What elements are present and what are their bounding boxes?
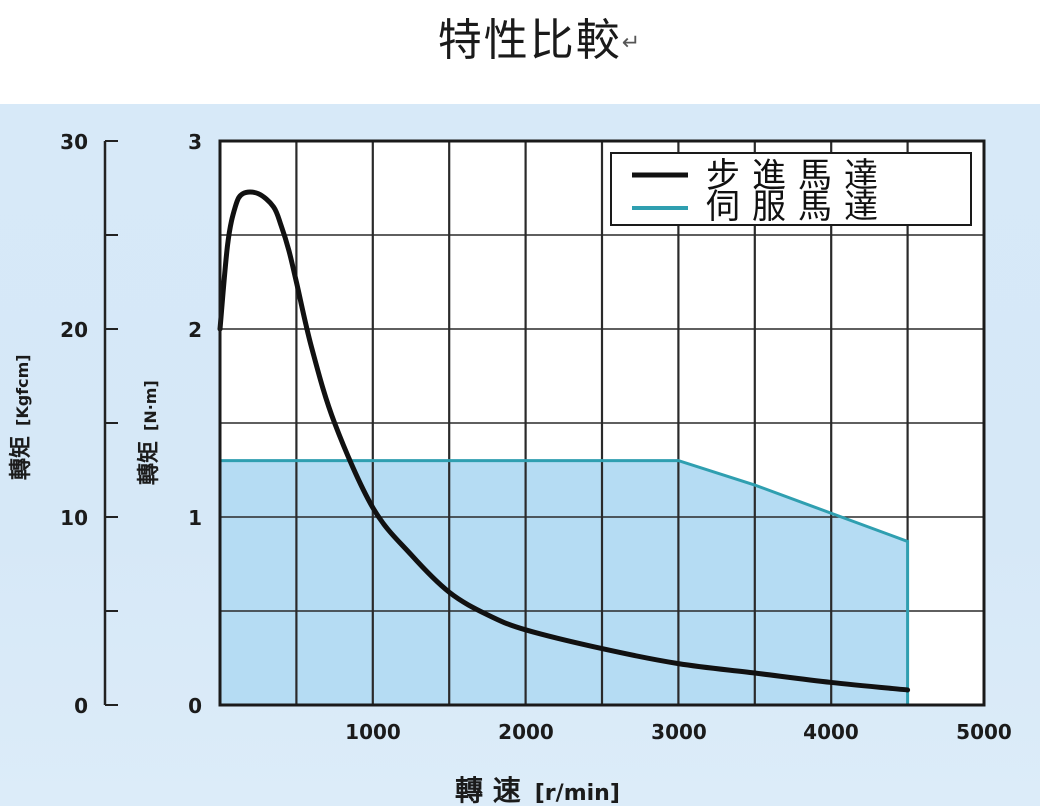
legend: 步進馬達 伺服馬達 (610, 152, 972, 227)
y-tick-3: 3 (188, 130, 202, 154)
return-mark-icon: ↵ (621, 30, 643, 56)
x-axis: 1000 2000 3000 4000 5000 轉 速 [r/min] (345, 720, 1012, 806)
x-axis-title: 轉 速 [r/min] (455, 774, 620, 806)
legend-label-stepper: 步進馬達 (706, 156, 890, 196)
primary-y-axis: 3 2 1 0 轉矩[N·m] (136, 130, 202, 718)
x-tick-1000: 1000 (345, 720, 401, 744)
stepper-motor-line (217, 189, 911, 693)
y2-axis-title: 轉矩[Kgfcm] (8, 354, 34, 480)
plot-area (217, 139, 986, 707)
y-tick-0: 0 (188, 694, 202, 718)
grid-lines (220, 141, 984, 705)
servo-motor-area (220, 460, 908, 705)
x-tick-4000: 4000 (803, 720, 859, 744)
legend-label-servo: 伺服馬達 (706, 187, 890, 227)
y2-tick-30: 30 (60, 130, 88, 154)
title-band: 特性比較↵ (0, 0, 1040, 104)
y-tick-2: 2 (188, 318, 202, 342)
y-axis-title: 轉矩[N·m] (136, 380, 162, 485)
y2-tick-0: 0 (74, 694, 88, 718)
chart-title: 特性比較↵ (0, 4, 1040, 68)
chart-title-text: 特性比較 (437, 15, 622, 66)
x-tick-2000: 2000 (498, 720, 554, 744)
secondary-y-axis: 30 20 10 0 轉矩[Kgfcm] (8, 130, 118, 718)
x-tick-3000: 3000 (651, 720, 707, 744)
y-tick-1: 1 (188, 506, 202, 530)
y2-tick-10: 10 (60, 506, 88, 530)
y2-tick-20: 20 (60, 318, 88, 342)
x-tick-5000: 5000 (956, 720, 1012, 744)
